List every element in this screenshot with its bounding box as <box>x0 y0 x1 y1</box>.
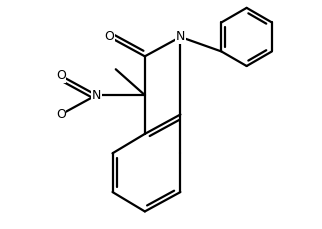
Text: O: O <box>56 69 66 82</box>
Text: O: O <box>56 108 66 121</box>
Text: N: N <box>176 30 185 44</box>
Text: N: N <box>92 89 101 102</box>
Text: O: O <box>104 30 114 44</box>
